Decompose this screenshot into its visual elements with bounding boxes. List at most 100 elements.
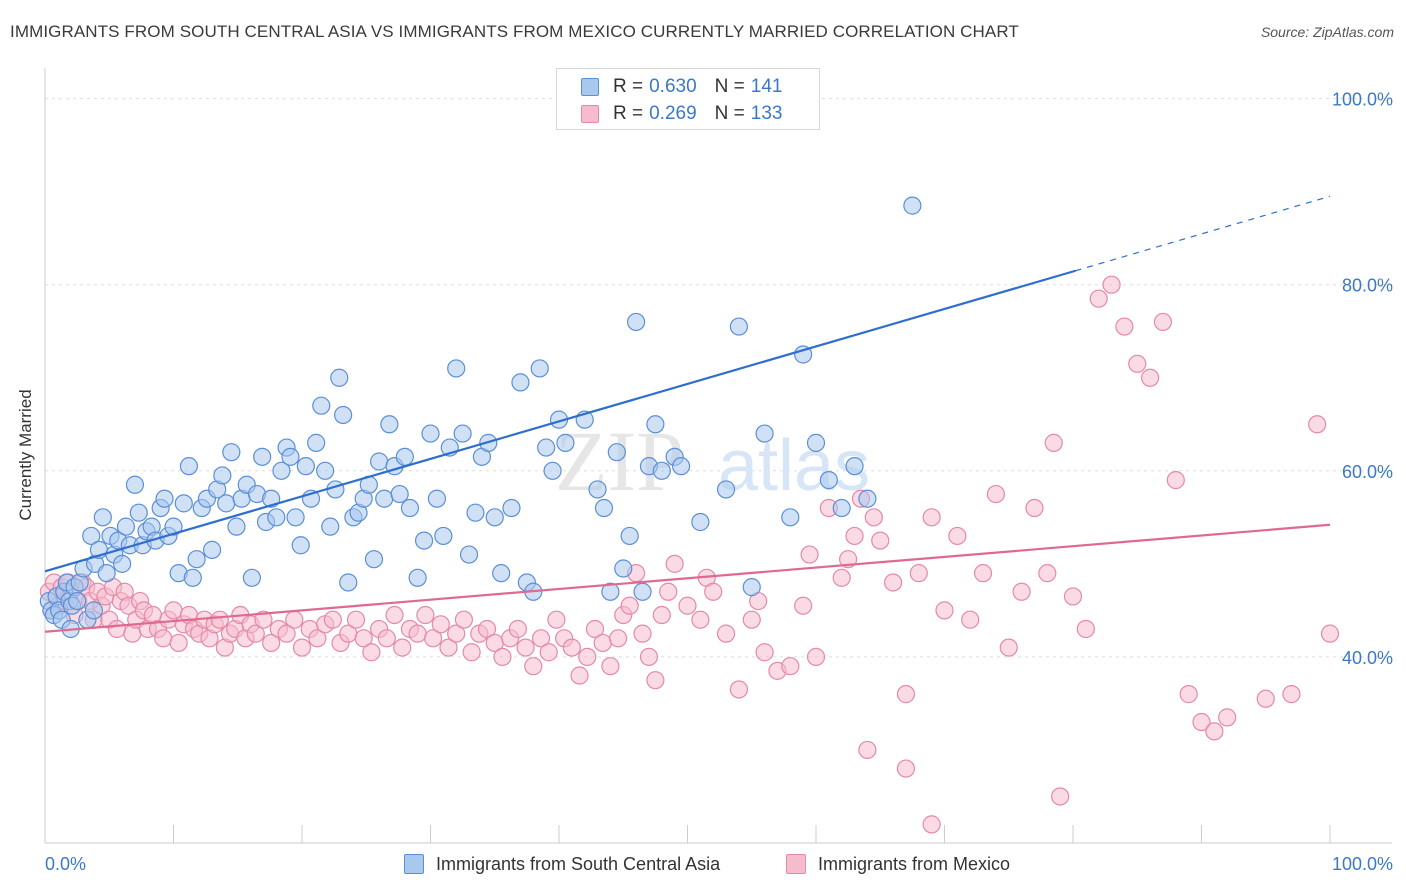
point-mexico	[524, 657, 543, 676]
point-south-central-asia	[202, 540, 222, 559]
point-mexico	[308, 629, 327, 648]
point-mexico	[1308, 415, 1327, 434]
y-tick-label: 60.0%	[1342, 462, 1393, 482]
point-mexico	[832, 568, 851, 587]
stats-legend: R = 0.630 N = 141 R = 0.269 N = 133	[556, 68, 820, 130]
point-mexico	[323, 610, 342, 629]
point-south-central-asia	[174, 494, 193, 513]
point-south-central-asia	[213, 466, 232, 485]
point-mexico	[742, 610, 761, 629]
stats-legend-row-asia: R = 0.630 N = 141	[581, 75, 782, 99]
point-south-central-asia	[253, 447, 272, 466]
point-mexico	[531, 629, 551, 648]
point-mexico	[547, 610, 566, 629]
x-tick-labels: 0.0% 100.0%	[45, 854, 1393, 874]
point-south-central-asia	[755, 424, 774, 443]
point-south-central-asia	[222, 443, 241, 462]
point-south-central-asia	[453, 424, 472, 443]
point-south-central-asia	[164, 517, 183, 536]
point-mexico	[1012, 582, 1031, 601]
point-mexico	[665, 554, 684, 573]
point-mexico	[1218, 708, 1237, 727]
point-mexico	[285, 610, 304, 629]
point-south-central-asia	[187, 550, 206, 569]
point-south-central-asia	[242, 568, 261, 587]
point-mexico	[377, 629, 396, 648]
grid-lines	[45, 98, 1392, 658]
point-mexico	[107, 619, 127, 639]
point-mexico	[1025, 498, 1044, 518]
point-south-central-asia	[316, 461, 335, 480]
point-mexico	[909, 564, 928, 583]
point-mexico	[516, 638, 535, 657]
point-south-central-asia	[459, 545, 479, 564]
point-mexico	[1192, 712, 1211, 732]
point-south-central-asia	[155, 489, 174, 508]
r-label: R =	[613, 76, 644, 97]
point-south-central-asia	[330, 368, 349, 387]
point-mexico	[493, 647, 512, 667]
point-mexico	[948, 526, 967, 546]
point-south-central-asia	[556, 433, 575, 452]
point-mexico	[431, 615, 450, 634]
point-mexico	[570, 666, 589, 685]
swatch-pink	[581, 105, 599, 123]
point-south-central-asia	[116, 517, 136, 536]
point-mexico	[354, 629, 373, 648]
point-mexico	[277, 624, 296, 643]
point-south-central-asia	[594, 498, 614, 518]
n-label: N =	[714, 76, 745, 97]
point-mexico	[678, 596, 697, 615]
point-south-central-asia	[903, 196, 922, 215]
point-mexico	[423, 629, 443, 648]
point-south-central-asia	[607, 443, 626, 462]
point-mexico	[585, 619, 605, 639]
point-mexico	[633, 624, 652, 643]
point-mexico	[164, 601, 183, 620]
point-south-central-asia	[400, 498, 420, 518]
point-mexico	[454, 610, 474, 629]
point-mexico	[154, 629, 173, 648]
point-mexico	[896, 759, 916, 778]
point-south-central-asia	[97, 564, 116, 583]
point-south-central-asia	[588, 480, 607, 499]
point-mexico	[1076, 619, 1095, 639]
point-mexico	[262, 633, 281, 653]
legend-item-mexico: Immigrants from Mexico	[786, 852, 1010, 876]
point-mexico	[922, 508, 941, 527]
point-south-central-asia	[620, 526, 639, 546]
point-south-central-asia	[217, 494, 236, 513]
point-south-central-asia	[334, 405, 353, 425]
point-mexico	[896, 685, 916, 704]
trend-line-mexico	[44, 523, 1331, 633]
point-south-central-asia	[832, 498, 851, 518]
point-south-central-asia	[82, 526, 101, 546]
point-mexico	[1102, 275, 1121, 294]
trend-line-south-central-asia-extension	[1075, 195, 1331, 272]
point-south-central-asia	[492, 564, 511, 583]
point-south-central-asia	[633, 582, 652, 601]
point-south-central-asia	[339, 573, 358, 592]
x-tick-label: 0.0%	[45, 854, 86, 874]
swatch-blue	[581, 78, 599, 96]
point-south-central-asia	[716, 480, 736, 499]
point-mexico	[800, 545, 819, 564]
point-mexico	[973, 564, 993, 583]
point-south-central-asia	[307, 433, 326, 452]
point-south-central-asia	[626, 312, 646, 332]
point-south-central-asia	[729, 317, 749, 336]
source-note: Source: ZipAtlas.com	[1260, 24, 1394, 40]
r-value: 0.630	[649, 76, 697, 97]
point-mexico	[1166, 471, 1185, 490]
y-tick-label: 100.0%	[1332, 90, 1393, 110]
point-mexico	[1256, 689, 1275, 708]
point-south-central-asia	[312, 396, 331, 415]
point-south-central-asia	[267, 508, 286, 527]
point-mexico	[447, 624, 466, 643]
trend-lines	[44, 195, 1331, 633]
point-south-central-asia	[434, 526, 453, 546]
legend-label-mexico: Immigrants from Mexico	[818, 853, 1011, 874]
point-mexico	[562, 638, 581, 657]
point-mexico	[439, 638, 458, 657]
point-south-central-asia	[125, 475, 145, 494]
